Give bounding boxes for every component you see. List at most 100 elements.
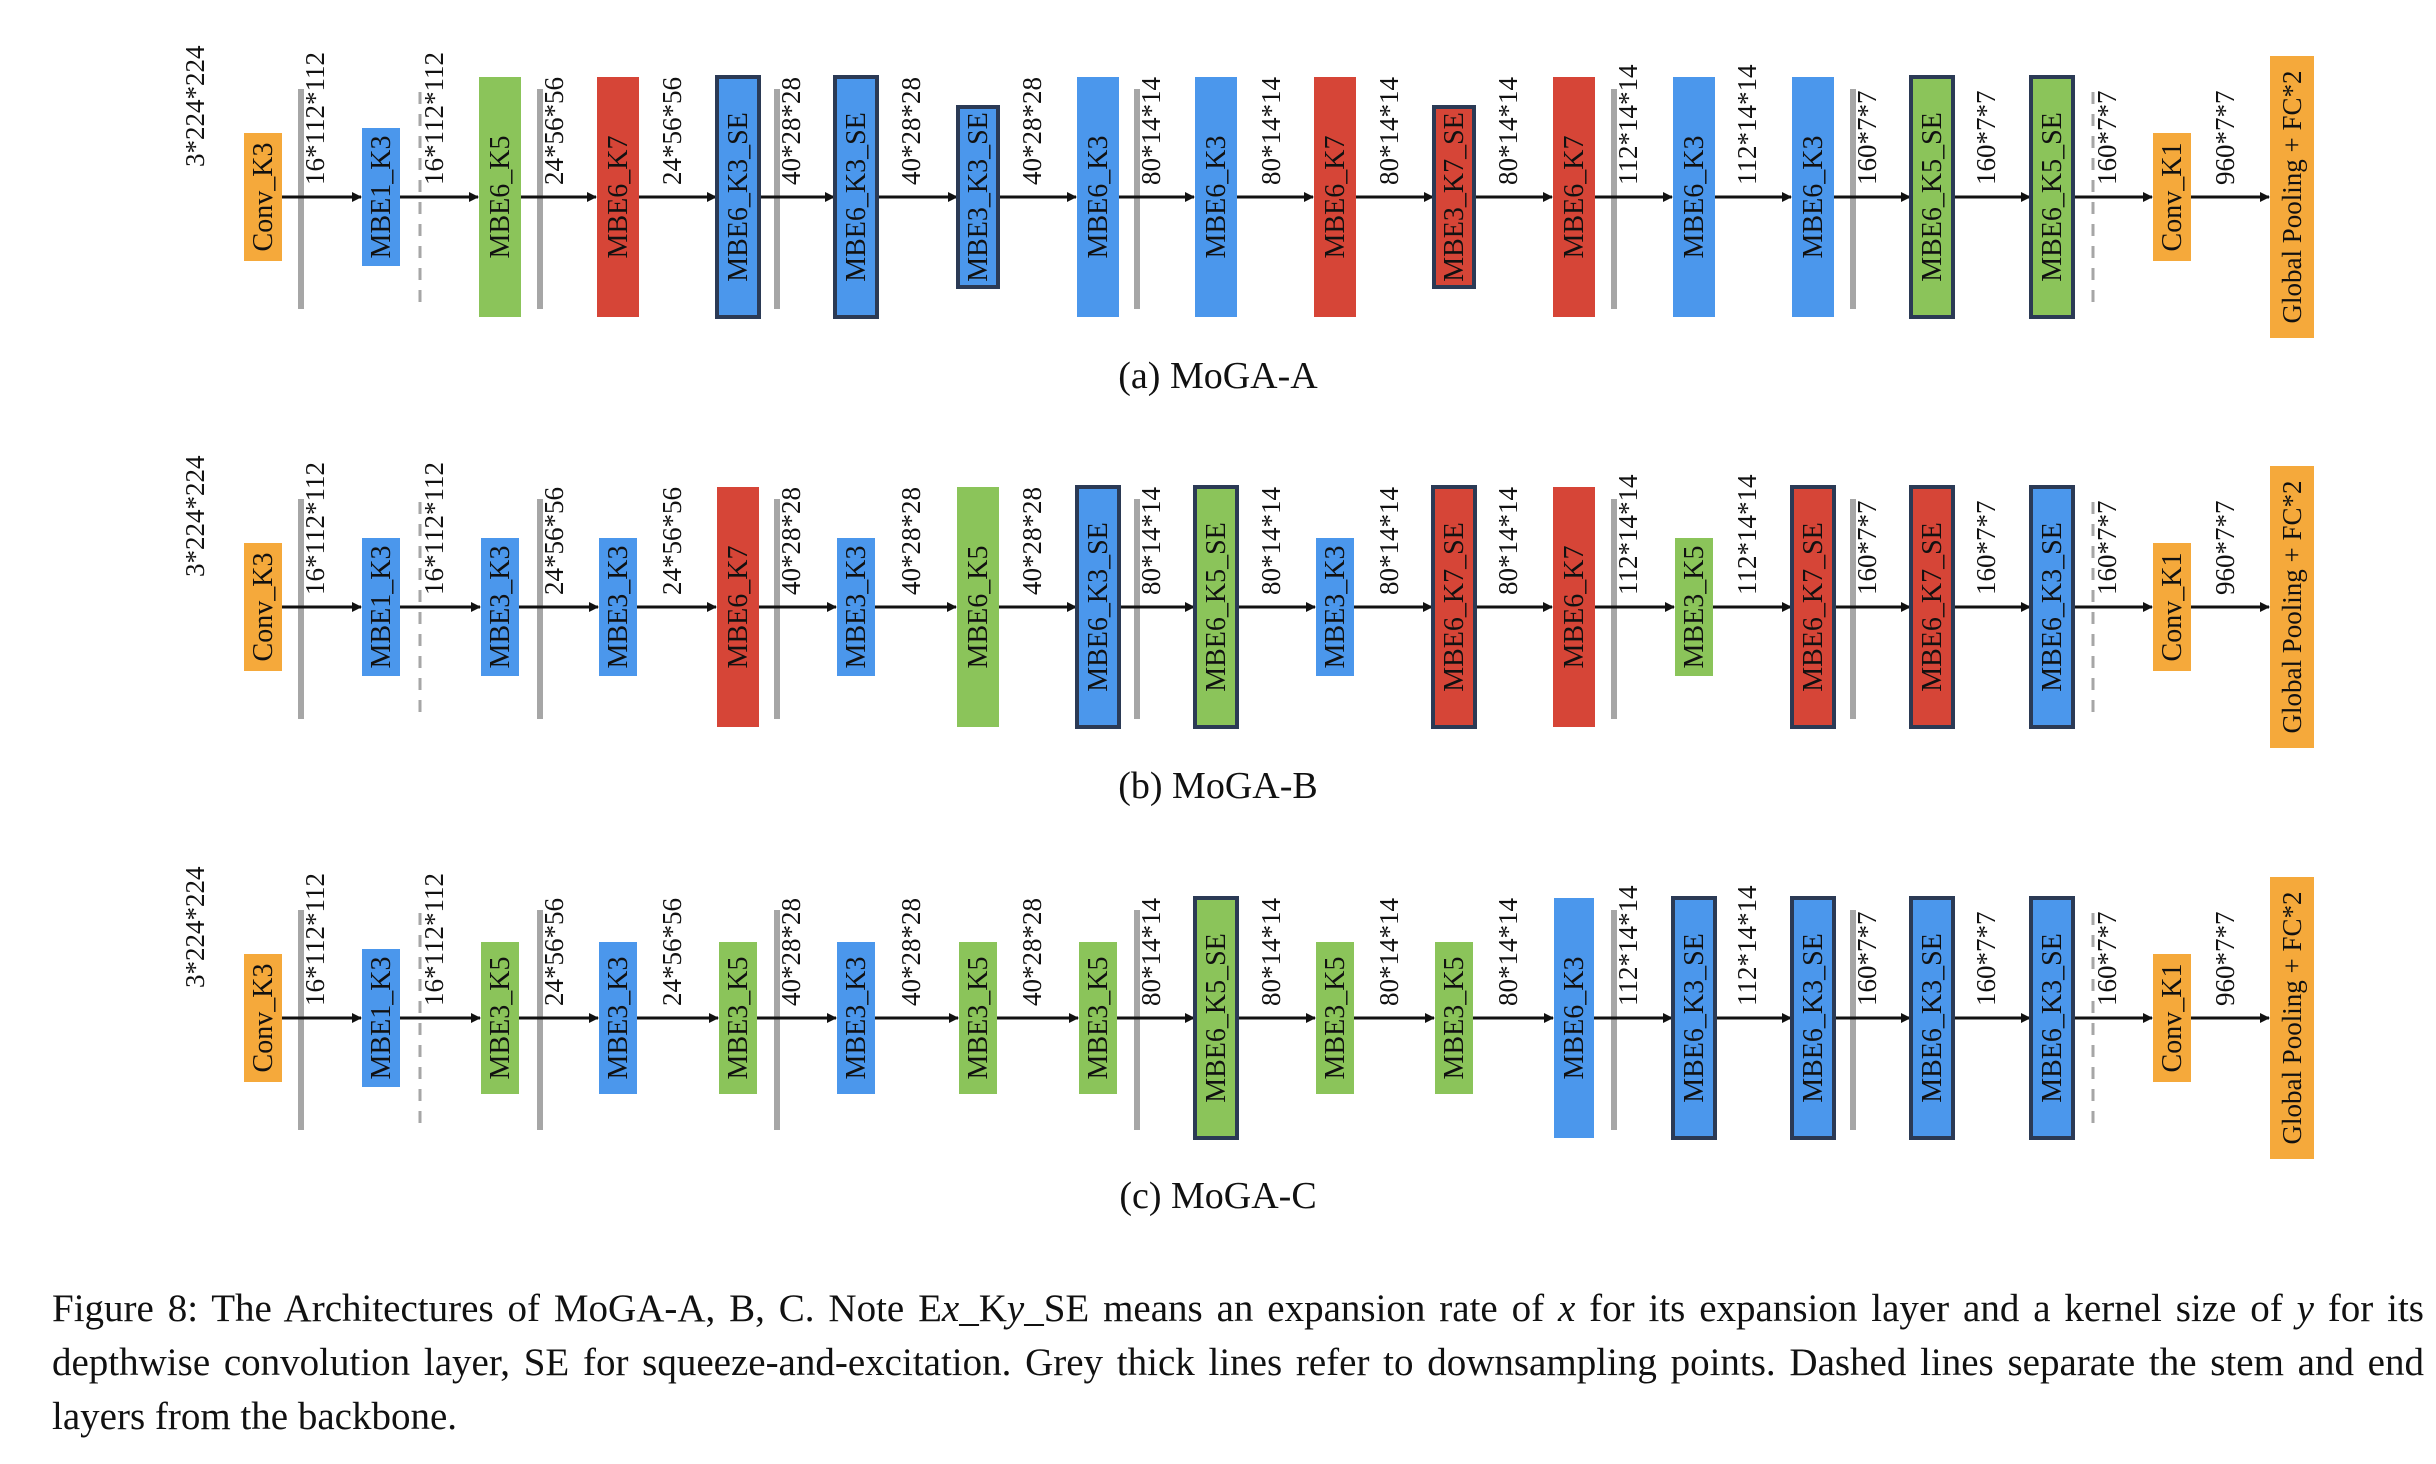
block-label: MBE3_K5: [485, 957, 516, 1080]
block-mbe6-k5-se: MBE6_K5_SE: [1193, 896, 1239, 1140]
block-label: MBE6_K3: [1679, 136, 1710, 259]
caption-text-3: _SE means an expansion rate of: [1024, 1287, 1558, 1330]
block-label: MBE3_K5: [723, 957, 754, 1080]
tensor-dim-label: 24*56*56: [657, 487, 687, 595]
block-label: MBE6_K3: [1083, 136, 1114, 259]
block-label: MBE3_K3: [841, 546, 872, 669]
tensor-dim-label: 40*28*28: [896, 898, 926, 1006]
block-label: Conv_K3: [248, 964, 279, 1073]
block-label: MBE6_K7_SE: [1439, 522, 1470, 692]
block-mbe1-k3: MBE1_K3: [362, 949, 400, 1087]
block-rect: [244, 543, 282, 671]
block-rect: [715, 75, 761, 319]
caption-var-y2: y: [2296, 1287, 2314, 1330]
block-label: MBE6_K3: [1201, 136, 1232, 259]
block-mbe3-k5: MBE3_K5: [481, 942, 519, 1094]
block-label: MBE6_K5_SE: [1201, 933, 1232, 1103]
panel-label: (a) MoGA-A: [1118, 355, 1318, 397]
block-mbe6-k7: MBE6_K7: [1314, 77, 1356, 317]
caption-text-2: _K: [959, 1287, 1007, 1330]
block-mbe3-k3: MBE3_K3: [837, 538, 875, 676]
block-mbe3-k5: MBE3_K5: [1316, 942, 1354, 1094]
block-rect: [833, 75, 879, 319]
panel-label: (c) MoGA-C: [1119, 1175, 1316, 1217]
block-rect: [1193, 485, 1239, 729]
tensor-dim-label: 160*7*7: [1852, 912, 1882, 1007]
block-label: MBE3_K7_SE: [1439, 112, 1470, 282]
block-rect: [1435, 942, 1473, 1094]
tensor-dim-label: 80*14*14: [1256, 487, 1286, 596]
tensor-dim-label: 16*112*112: [300, 462, 330, 595]
block-global-pooling-fc-2: Global Pooling + FC*2: [2270, 466, 2314, 748]
tensor-dim-label: 40*28*28: [776, 487, 806, 595]
tensor-dim-label: 80*14*14: [1136, 487, 1166, 596]
block-mbe1-k3: MBE1_K3: [362, 128, 400, 266]
block-label: MBE6_K7_SE: [1917, 522, 1948, 692]
block-label: MBE6_K7: [1559, 546, 1590, 669]
tensor-dim-label: 40*28*28: [896, 487, 926, 595]
block-rect: [362, 128, 400, 266]
panel-a: Conv_K3 MBE1_K3 MBE6_K5 MBE6_K7 MBE6_K3_SE MB…: [180, 45, 2314, 397]
tensor-dim-label: 960*7*7: [2210, 91, 2240, 186]
tensor-dim-label: 112*14*14: [1732, 885, 1762, 1006]
block-mbe6-k7: MBE6_K7: [1553, 487, 1595, 727]
block-conv-k3: Conv_K3: [244, 543, 282, 671]
block-label: MBE6_K3: [1798, 136, 1829, 259]
block-rect: [362, 949, 400, 1087]
block-mbe6-k3-se: MBE6_K3_SE: [2029, 485, 2075, 729]
block-rect: [719, 942, 757, 1094]
tensor-dim-label: 80*14*14: [1256, 898, 1286, 1007]
tensor-dim-label: 40*28*28: [1017, 487, 1047, 595]
tensor-dim-label: 960*7*7: [2210, 912, 2240, 1007]
block-label: Global Pooling + FC*2: [2277, 480, 2307, 733]
block-rect: [362, 538, 400, 676]
block-mbe3-k5: MBE3_K5: [719, 942, 757, 1094]
tensor-dim-label: 16*112*112: [300, 873, 330, 1006]
tensor-dim-label: 40*28*28: [776, 898, 806, 1006]
block-label: MBE6_K3_SE: [2037, 522, 2068, 692]
block-mbe6-k7-se: MBE6_K7_SE: [1790, 485, 1836, 729]
block-label: MBE6_K5_SE: [1201, 522, 1232, 692]
tensor-dim-label: 40*28*28: [1017, 77, 1047, 185]
block-rect: [479, 77, 521, 317]
tensor-dim-label: 160*7*7: [1971, 501, 2001, 596]
block-rect: [2153, 133, 2191, 261]
block-rect: [837, 538, 875, 676]
block-rect: [2029, 485, 2075, 729]
tensor-dim-label: 24*56*56: [539, 77, 569, 185]
tensor-dim-label: 80*14*14: [1374, 487, 1404, 596]
block-mbe6-k3: MBE6_K3: [1673, 77, 1715, 317]
block-mbe6-k3-se: MBE6_K3_SE: [1790, 896, 1836, 1140]
tensor-dim-label: 40*28*28: [896, 77, 926, 185]
block-label: MBE1_K3: [366, 957, 397, 1080]
block-label: MBE6_K5_SE: [2037, 112, 2068, 282]
block-label: MBE6_K7: [1320, 136, 1351, 259]
block-mbe3-k5: MBE3_K5: [1675, 538, 1713, 676]
block-rect: [2029, 896, 2075, 1140]
block-label: Conv_K1: [2157, 553, 2188, 662]
block-label: MBE6_K3_SE: [2037, 933, 2068, 1103]
block-rect: [1193, 896, 1239, 1140]
tensor-dim-label: 24*56*56: [539, 898, 569, 1006]
block-label: MBE6_K3: [1559, 957, 1590, 1080]
block-mbe6-k3-se: MBE6_K3_SE: [833, 75, 879, 319]
panel-label: (b) MoGA-B: [1118, 765, 1317, 807]
block-label: MBE6_K3_SE: [1917, 933, 1948, 1103]
block-label: MBE3_K3_SE: [963, 112, 994, 282]
block-label: Global Pooling + FC*2: [2277, 891, 2307, 1144]
tensor-dim-label: 80*14*14: [1493, 77, 1523, 186]
tensor-dim-label: 3*224*224: [180, 866, 210, 988]
block-label: Conv_K1: [2157, 143, 2188, 252]
caption-var-y: y: [1006, 1287, 1025, 1330]
block-mbe6-k5-se: MBE6_K5_SE: [1909, 75, 1955, 319]
block-mbe6-k3-se: MBE6_K3_SE: [1671, 896, 1717, 1140]
block-mbe3-k5: MBE3_K5: [959, 942, 997, 1094]
block-rect: [599, 538, 637, 676]
block-label: MBE3_K3: [1320, 546, 1351, 669]
block-label: MBE6_K3_SE: [1798, 933, 1829, 1103]
block-rect: [1554, 898, 1594, 1138]
block-rect: [1075, 485, 1121, 729]
block-mbe3-k5: MBE3_K5: [1435, 942, 1473, 1094]
block-rect: [244, 133, 282, 261]
caption-var-x2: x: [1557, 1287, 1576, 1330]
